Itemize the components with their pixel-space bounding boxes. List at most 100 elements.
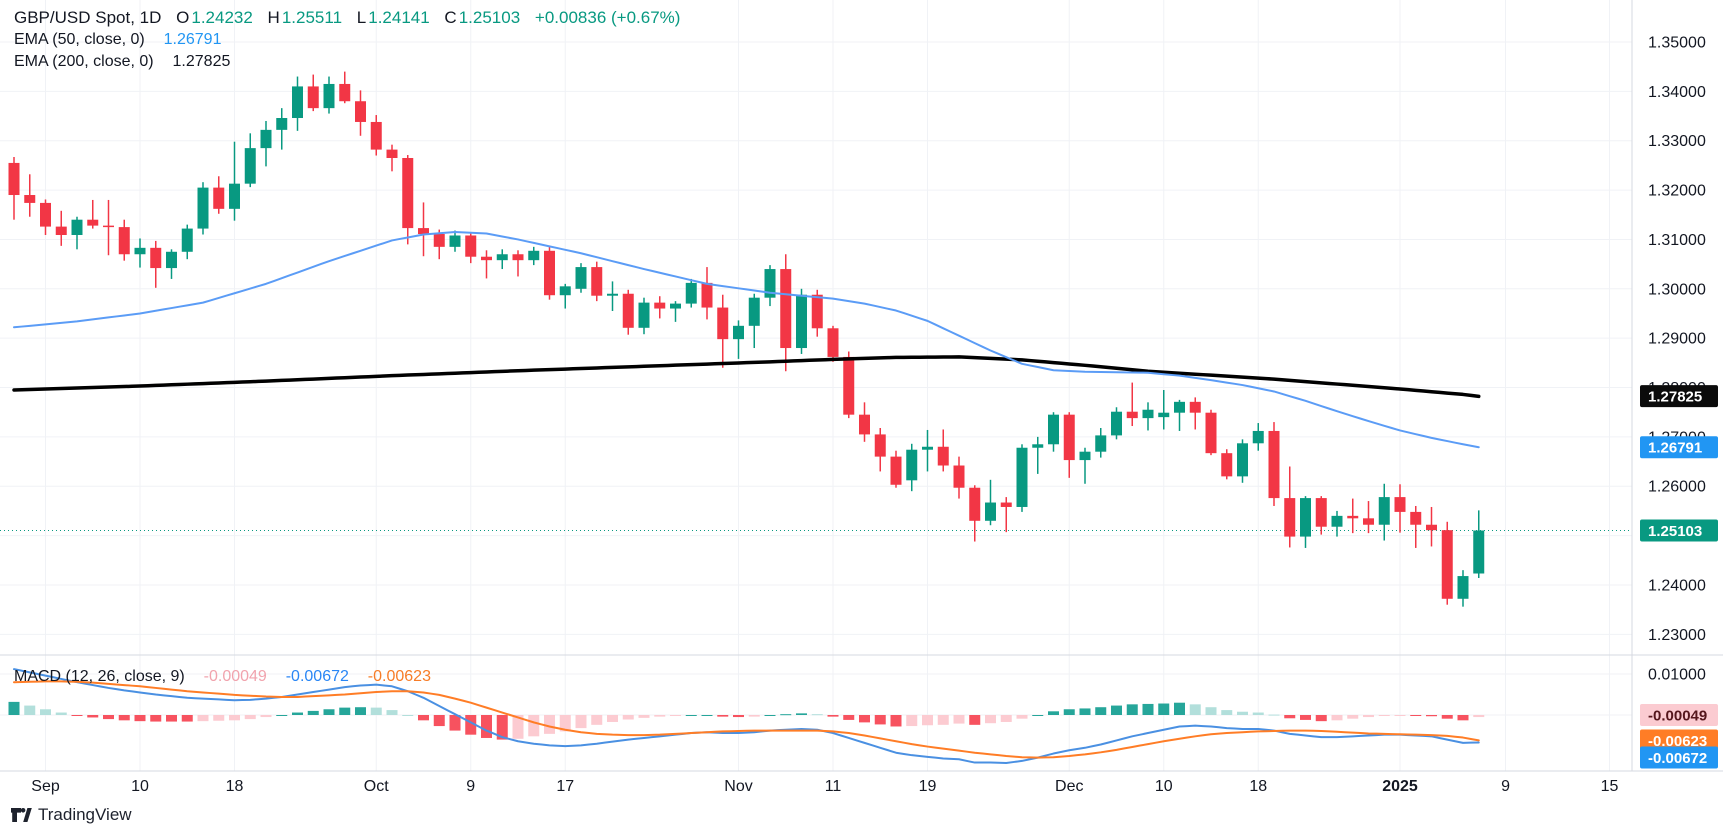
- candle-body: [512, 254, 524, 261]
- price-tick-label: 1.32000: [1648, 183, 1706, 200]
- time-tick-label: 15: [1601, 778, 1619, 795]
- macd-histogram-bar: [811, 714, 823, 716]
- macd-histogram-bar: [622, 715, 634, 720]
- ema50-value: 1.26791: [163, 31, 222, 48]
- candle-body: [1237, 443, 1248, 477]
- candle-body: [1142, 409, 1154, 419]
- macd-histogram-bar: [197, 715, 209, 722]
- candle-body: [906, 449, 918, 481]
- candle-body: [701, 282, 713, 308]
- candle-body: [1016, 447, 1028, 507]
- candle-body: [733, 325, 744, 340]
- candle-body: [1063, 414, 1075, 461]
- candle-body: [1205, 412, 1217, 454]
- macd-histogram-bar: [953, 715, 965, 724]
- candle-body: [1284, 498, 1296, 537]
- macd-legend[interactable]: MACD (12, 26, close, 9) -0.00049 -0.0067…: [14, 668, 431, 686]
- macd-histogram-bar: [1221, 710, 1233, 715]
- candle-body: [1252, 430, 1264, 444]
- macd-histogram-bar: [859, 715, 870, 723]
- candle-body: [1079, 451, 1091, 461]
- candle-body: [922, 446, 933, 450]
- candle-body: [1331, 515, 1343, 527]
- macd-histogram-bar: [1158, 703, 1170, 715]
- last-price-label-bg: [1640, 519, 1718, 542]
- time-tick-label: 18: [226, 778, 244, 795]
- macd-histogram-bar: [733, 715, 744, 718]
- macd-histogram-bar: [134, 715, 146, 722]
- candle-body: [717, 307, 729, 340]
- macd-histogram-bar: [717, 715, 729, 717]
- macd-histogram-bar: [701, 715, 713, 716]
- ema200-legend[interactable]: EMA (200, close, 0) 1.27825: [14, 53, 230, 71]
- macd-histogram-bar: [1126, 704, 1138, 715]
- macd-histogram-bar: [1394, 715, 1406, 716]
- macd-histogram-bar: [213, 715, 225, 721]
- time-tick-label: Sep: [31, 778, 60, 795]
- ema50-legend[interactable]: EMA (50, close, 0) 1.26791: [14, 31, 221, 49]
- macd-histogram-bar: [1063, 709, 1075, 715]
- macd-histogram-bar: [670, 715, 681, 716]
- macd-hist-value: -0.00049: [203, 668, 267, 685]
- high-value: 1.25511: [281, 8, 343, 27]
- tradingview-logo[interactable]: TradingView: [10, 804, 132, 826]
- candle-body: [544, 250, 555, 296]
- time-tick-label: 9: [466, 778, 475, 795]
- candle-body: [433, 234, 445, 247]
- symbol-legend[interactable]: GBP/USD Spot, 1D O 1.24232 H 1.25511 L 1.24…: [14, 8, 680, 28]
- candle-body: [528, 250, 540, 261]
- candle-body: [323, 83, 335, 109]
- candle-body: [166, 251, 177, 269]
- candle-body: [244, 148, 256, 184]
- macd-histogram-bar: [874, 715, 886, 725]
- candle-body: [418, 228, 429, 235]
- macd-histogram-bar: [433, 715, 445, 727]
- candle-body: [40, 202, 51, 227]
- candle-body: [197, 187, 209, 229]
- ema200-label: EMA (200, close, 0): [14, 53, 154, 70]
- time-tick-label: Oct: [364, 778, 389, 795]
- candle-body: [1347, 515, 1359, 519]
- macd-hist-label: -0.00049: [1648, 708, 1707, 725]
- price-tick-label: 1.29000: [1648, 331, 1706, 348]
- candle-body: [1221, 453, 1233, 477]
- candle-body: [1410, 511, 1422, 525]
- macd-histogram-bar: [890, 715, 902, 727]
- candle-body: [1000, 502, 1012, 507]
- macd-histogram-bar: [1331, 715, 1343, 721]
- macd-histogram-bar: [481, 715, 492, 738]
- macd-histogram-bar: [402, 715, 414, 716]
- macd-histogram-bar: [1237, 711, 1248, 715]
- macd-histogram-bar: [292, 712, 303, 715]
- price-tick-label: 1.34000: [1648, 84, 1706, 101]
- candle-body: [985, 502, 996, 521]
- macd-signal-label: -0.00623: [1648, 733, 1707, 750]
- macd-histogram-bar: [685, 715, 697, 716]
- candle-body: [670, 303, 681, 309]
- candle-body: [859, 414, 870, 435]
- close-value: 1.25103: [458, 8, 521, 27]
- macd-histogram-bar: [1441, 715, 1453, 719]
- macd-histogram-bar: [260, 715, 272, 718]
- candle-body: [24, 195, 36, 203]
- macd-histogram-bar: [370, 707, 382, 715]
- macd-histogram-bar: [386, 710, 398, 715]
- candle-body: [1111, 411, 1122, 436]
- candle-body: [890, 456, 902, 485]
- candle-body: [355, 101, 366, 122]
- candle-body: [1268, 430, 1280, 499]
- candle-body: [1363, 518, 1374, 525]
- macd-histogram-bar: [591, 715, 603, 725]
- macd-histogram-bar: [937, 715, 949, 725]
- macd-histogram-bar: [1410, 715, 1422, 716]
- candle-body: [827, 328, 839, 357]
- candle-body: [71, 219, 83, 235]
- candle-body: [559, 286, 571, 296]
- macd-histogram-bar: [544, 715, 555, 734]
- time-tick-label: 9: [1501, 778, 1510, 795]
- candle-body: [292, 86, 303, 119]
- candle-body: [134, 247, 146, 255]
- price-tick-label: 1.26000: [1648, 479, 1706, 496]
- macd-histogram-bar: [150, 715, 162, 722]
